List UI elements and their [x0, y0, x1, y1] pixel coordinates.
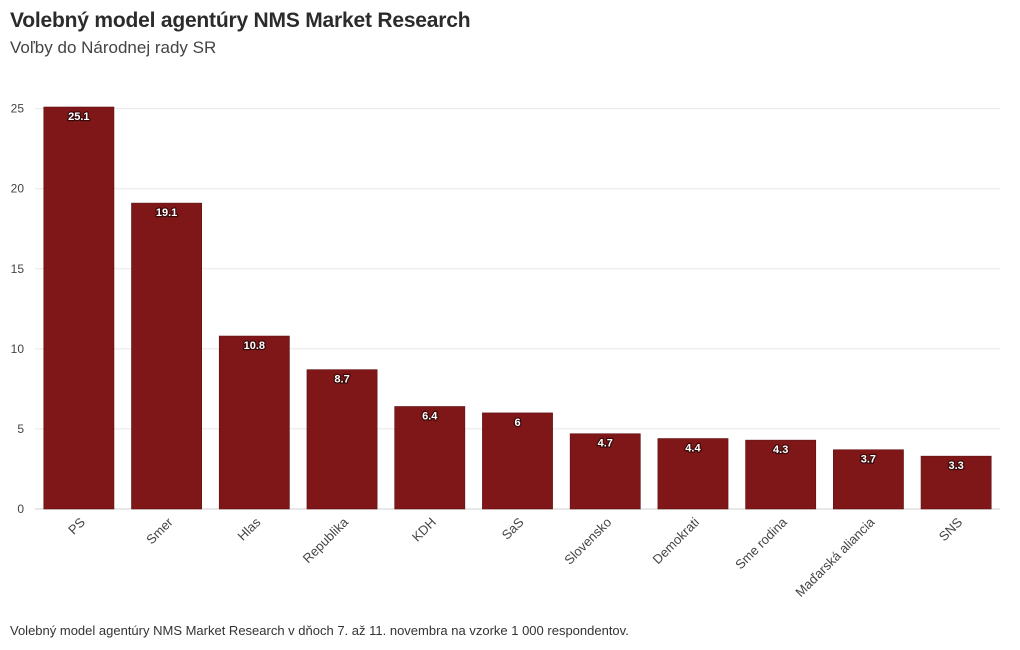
- y-tick-label: 15: [11, 262, 25, 276]
- y-tick-label: 20: [11, 182, 25, 196]
- bar[interactable]: [306, 369, 378, 510]
- bar[interactable]: [569, 433, 641, 510]
- category-label: Slovensko: [561, 515, 614, 568]
- category-label: Maďarská aliancia: [792, 514, 878, 600]
- y-tick-label: 10: [11, 342, 25, 356]
- data-label: 6.4: [422, 411, 438, 423]
- y-tick-label: 0: [17, 502, 24, 516]
- category-label: Republika: [300, 514, 352, 566]
- data-label: 3.3: [948, 460, 963, 472]
- bars: [43, 106, 992, 510]
- bar[interactable]: [833, 449, 904, 510]
- bar[interactable]: [43, 106, 115, 510]
- x-axis: PS Smer Hlas Republika KDH SaS Slovensko Demokr…: [65, 514, 965, 600]
- y-axis: 0 5 10 15 20 25: [11, 102, 25, 516]
- chart-title: Volebný model agentúry NMS Market Resear…: [10, 9, 471, 32]
- bar[interactable]: [920, 455, 992, 510]
- y-tick-label: 5: [17, 422, 24, 436]
- category-label: PS: [65, 514, 88, 537]
- category-label: SNS: [936, 514, 966, 544]
- data-label: 4.3: [773, 444, 788, 456]
- category-label: Sme rodina: [732, 514, 790, 572]
- bar[interactable]: [394, 406, 466, 510]
- data-label: 10.8: [244, 340, 265, 352]
- data-label: 25.1: [68, 111, 89, 123]
- data-label: 8.7: [334, 374, 349, 386]
- data-label: 19.1: [156, 207, 177, 219]
- category-label: Hlas: [234, 514, 263, 543]
- chart-subtitle: Voľby do Národnej rady SR: [10, 38, 217, 57]
- category-label: Demokrati: [650, 514, 703, 567]
- data-label: 3.7: [861, 454, 876, 466]
- category-label: Smer: [143, 514, 176, 547]
- bar[interactable]: [745, 439, 817, 510]
- bar[interactable]: [218, 335, 290, 510]
- bar[interactable]: [482, 412, 553, 510]
- chart-footnote: Volebný model agentúry NMS Market Resear…: [10, 623, 629, 638]
- bar[interactable]: [131, 202, 202, 510]
- data-label: 6: [514, 417, 520, 429]
- bar[interactable]: [657, 438, 729, 510]
- y-tick-label: 25: [11, 102, 25, 116]
- category-label: KDH: [409, 515, 439, 545]
- data-label: 4.7: [598, 438, 613, 450]
- category-label: SaS: [499, 514, 527, 542]
- data-labels: 25.1 19.1 10.8 8.7 6.4 6 4.7 4.4 4.3 3.7 3.3: [67, 110, 965, 474]
- data-label: 4.4: [685, 443, 701, 455]
